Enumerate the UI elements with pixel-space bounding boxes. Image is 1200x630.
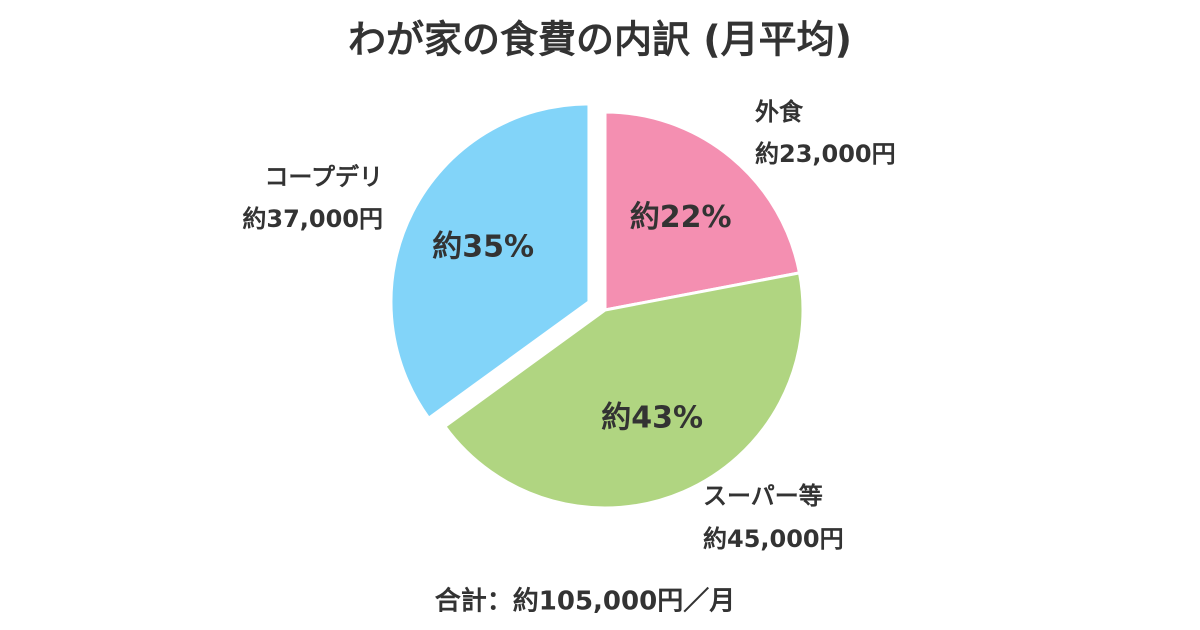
pie-slice bbox=[603, 110, 802, 312]
percent-label: 約35% bbox=[432, 229, 534, 264]
category-label: コープデリ bbox=[264, 163, 383, 191]
pie-slice bbox=[442, 271, 805, 510]
amount-label: 約45,000円 bbox=[703, 525, 844, 553]
percent-label: 約43% bbox=[601, 401, 703, 436]
pie-slice bbox=[389, 102, 591, 421]
chart-title: わが家の食費の内訳 (月平均) bbox=[348, 18, 852, 62]
amount-label: 約23,000円 bbox=[755, 140, 896, 168]
category-label: 外食 bbox=[755, 98, 804, 126]
category-label: スーパー等 bbox=[703, 482, 823, 510]
amount-label: 約37,000円 bbox=[242, 205, 383, 233]
percent-label: 約22% bbox=[630, 200, 732, 235]
total-label: 合計：約105,000円／月 bbox=[435, 586, 735, 617]
